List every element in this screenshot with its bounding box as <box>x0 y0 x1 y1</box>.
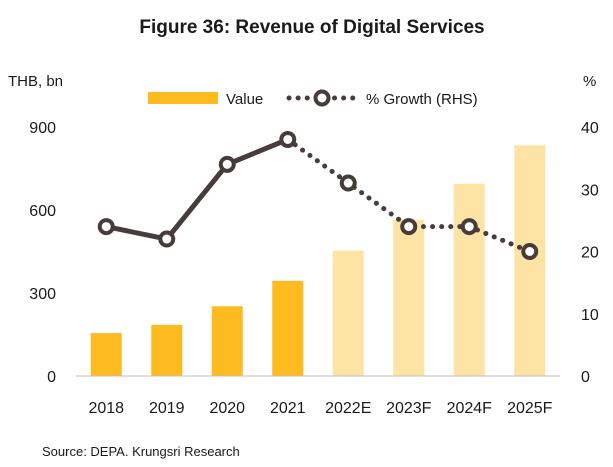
y-right-tick-label: 0 <box>581 369 590 386</box>
legend: Value % Growth (RHS) <box>148 89 478 108</box>
x-tick-label: 2021 <box>270 400 306 417</box>
bar-2023f <box>393 219 425 376</box>
y-right-tick-label: 30 <box>581 182 599 199</box>
x-tick-label: 2024F <box>447 400 493 417</box>
y-right-axis-title: % <box>583 73 596 90</box>
x-tick-label: 2018 <box>88 400 124 417</box>
x-tick-label: 2025F <box>507 400 553 417</box>
legend-label-growth: % Growth (RHS) <box>366 91 478 108</box>
y-right-tick-label: 40 <box>581 120 599 137</box>
y-left-tick-label: 600 <box>29 203 56 220</box>
x-axis: 2018 2019 2020 2021 2022E 2023F 2024F 2025F <box>88 400 552 417</box>
growth-line-series <box>97 130 539 260</box>
chart-title: Figure 36: Revenue of Digital Services <box>139 17 484 38</box>
x-tick-label: 2022E <box>325 400 371 417</box>
legend-label-value: Value <box>226 91 263 108</box>
legend-swatch-value <box>148 92 218 104</box>
growth-point-2024f <box>460 218 478 236</box>
x-tick-label: 2023F <box>386 400 432 417</box>
bar-2022e <box>332 250 364 376</box>
bar-2020 <box>211 306 243 376</box>
x-tick-label: 2019 <box>149 400 185 417</box>
growth-point-2020 <box>218 155 236 173</box>
growth-point-2023f <box>400 218 418 236</box>
bar-2019 <box>151 324 183 376</box>
growth-point-2018 <box>97 218 115 236</box>
bar-2018 <box>90 333 122 376</box>
x-tick-label: 2020 <box>209 400 245 417</box>
y-left-tick-label: 900 <box>29 120 56 137</box>
y-right-tick-label: 20 <box>581 245 599 262</box>
y-right-tick-label: 10 <box>581 307 599 324</box>
source-note: Source: DEPA. Krungsri Research <box>42 444 240 459</box>
bar-2025f <box>514 145 546 376</box>
bar-series <box>90 145 546 376</box>
y-left-tick-label: 300 <box>29 286 56 303</box>
growth-line-actual <box>103 136 291 242</box>
y-right-axis: 0 10 20 30 40 <box>581 120 599 386</box>
y-left-tick-label: 0 <box>47 369 56 386</box>
bar-2024f <box>453 183 485 376</box>
y-left-axis-title: THB, bn <box>8 73 63 90</box>
legend-marker-growth <box>313 89 331 107</box>
growth-point-2019 <box>158 230 176 248</box>
y-left-axis: 0 300 600 900 <box>29 120 56 386</box>
bar-2021 <box>272 280 304 376</box>
growth-point-2021 <box>279 130 297 148</box>
growth-point-2022e <box>339 174 357 192</box>
growth-point-2025f <box>521 243 539 260</box>
